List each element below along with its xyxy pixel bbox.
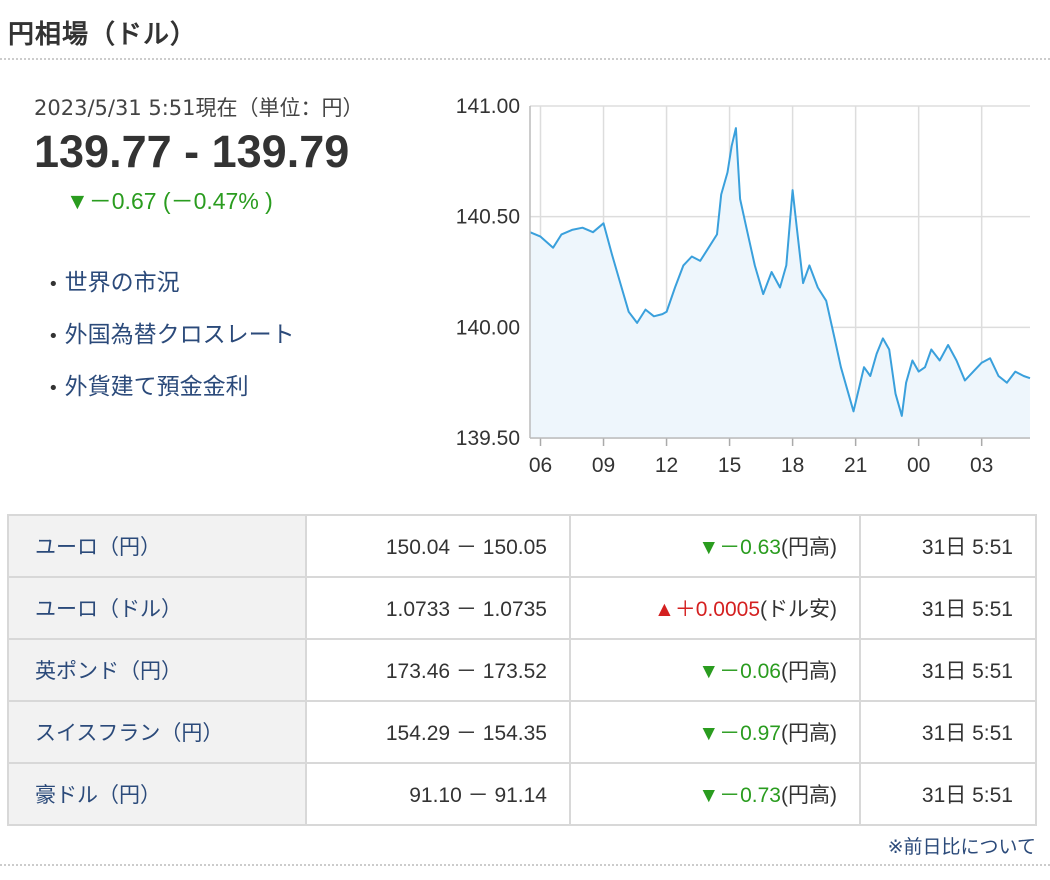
change-value: ▼－0.97: [698, 722, 781, 745]
y-tick-label: 141.00: [456, 95, 520, 118]
change-note-link[interactable]: ※前日比について: [887, 836, 1036, 858]
link-world-markets[interactable]: 世界の市況: [64, 270, 180, 296]
x-tick-label: 09: [592, 454, 615, 477]
rate-range: 154.29 － 154.35: [305, 700, 571, 764]
rate-change: ▼－0.67 (－0.47% ): [66, 188, 273, 214]
rate-change-cell: ▼－0.63(円高): [569, 514, 861, 578]
table-row: ユーロ（ドル） 1.0733 － 1.0735 ▲＋0.0005(ドル安) 31日 5…: [7, 576, 1037, 640]
table-row: 豪ドル（円） 91.10 － 91.14 ▼－0.73(円高) 31日 5:51: [7, 762, 1037, 826]
bullet-icon: •: [48, 274, 59, 295]
rate-change-cell: ▼－0.97(円高): [569, 700, 861, 764]
update-time: 31日 5:51: [859, 762, 1037, 826]
change-note: (円高): [781, 660, 837, 683]
usd-jpy-chart: 141.00 140.50 140.00 139.50 06 09 12 15 18 21 00 03: [440, 88, 1040, 498]
current-rate: 139.77 - 139.79: [34, 126, 350, 177]
table-row: ユーロ（円） 150.04 － 150.05 ▼－0.63(円高) 31日 5:51: [7, 514, 1037, 578]
currency-pair[interactable]: ユーロ（ドル）: [7, 576, 307, 640]
y-tick-label: 139.50: [456, 427, 520, 450]
change-note: (円高): [781, 784, 837, 807]
link-item: • 外国為替クロスレート: [48, 320, 434, 372]
update-time: 31日 5:51: [859, 576, 1037, 640]
link-cross-rates[interactable]: 外国為替クロスレート: [64, 322, 295, 348]
rate-change-cell: ▲＋0.0005(ドル安): [569, 576, 861, 640]
link-item: • 世界の市況: [48, 268, 434, 320]
summary-panel: 2023/5/31 5:51現在（単位：円） 139.77 - 139.79 ▼…: [34, 92, 434, 424]
title-bar: 円相場（ドル）: [0, 0, 1050, 60]
page-title: 円相場（ドル）: [8, 20, 198, 50]
rate-range: 173.46 － 173.52: [305, 638, 571, 702]
currency-pair[interactable]: 英ポンド（円）: [7, 638, 307, 702]
change-value: ▲＋0.0005: [653, 598, 760, 621]
bullet-icon: •: [48, 378, 59, 399]
table-row: スイスフラン（円） 154.29 － 154.35 ▼－0.97(円高) 31日 5:…: [7, 700, 1037, 764]
change-note: (円高): [781, 722, 837, 745]
y-tick-label: 140.00: [456, 316, 520, 339]
cross-rates-table: ユーロ（円） 150.04 － 150.05 ▼－0.63(円高) 31日 5:51 ユ…: [7, 514, 1037, 826]
change-value: ▼－0.73: [698, 784, 781, 807]
x-tick-label: 18: [781, 454, 804, 477]
chart-svg: 141.00 140.50 140.00 139.50 06 09 12 15 18 21 00 03: [456, 95, 1031, 477]
x-tick-label: 12: [655, 454, 678, 477]
rate-range: 150.04 － 150.05: [305, 514, 571, 578]
table-row: 英ポンド（円） 173.46 － 173.52 ▼－0.06(円高) 31日 5:51: [7, 638, 1037, 702]
x-tick-label: 15: [718, 454, 741, 477]
change-value: ▼－0.06: [698, 660, 781, 683]
chart-line: [529, 127, 1031, 417]
change-note: (ドル安): [760, 598, 837, 621]
rate-change-cell: ▼－0.73(円高): [569, 762, 861, 826]
update-time: 31日 5:51: [859, 700, 1037, 764]
related-links: • 世界の市況 • 外国為替クロスレート • 外貨建て預金金利: [48, 268, 434, 424]
rate-change-cell: ▼－0.06(円高): [569, 638, 861, 702]
update-time: 31日 5:51: [859, 638, 1037, 702]
chart-axes: 141.00 140.50 140.00 139.50 06 09 12 15 18 21 00 03: [456, 95, 1030, 477]
link-deposit-rates[interactable]: 外貨建て預金金利: [64, 374, 249, 400]
change-value: ▼－0.63: [698, 536, 781, 559]
bullet-icon: •: [48, 326, 59, 347]
chart-area: [530, 128, 1030, 438]
currency-pair[interactable]: 豪ドル（円）: [7, 762, 307, 826]
rate-range: 91.10 － 91.14: [305, 762, 571, 826]
x-tick-label: 00: [907, 454, 930, 477]
y-tick-label: 140.50: [456, 206, 520, 229]
link-item: • 外貨建て預金金利: [48, 372, 434, 424]
bottom-divider: [0, 864, 1050, 866]
change-note: (円高): [781, 536, 837, 559]
rate-range: 1.0733 － 1.0735: [305, 576, 571, 640]
currency-pair[interactable]: スイスフラン（円）: [7, 700, 307, 764]
currency-pair[interactable]: ユーロ（円）: [7, 514, 307, 578]
timestamp: 2023/5/31 5:51現在（単位：円）: [34, 96, 364, 120]
x-tick-label: 21: [844, 454, 867, 477]
update-time: 31日 5:51: [859, 514, 1037, 578]
x-tick-label: 06: [529, 454, 552, 477]
x-tick-label: 03: [970, 454, 993, 477]
